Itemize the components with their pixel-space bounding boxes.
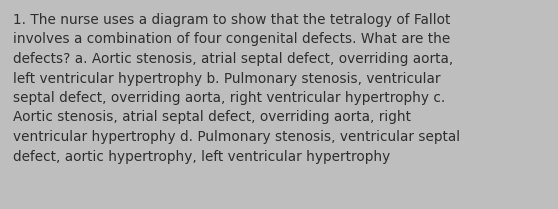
- Text: 1. The nurse uses a diagram to show that the tetralogy of Fallot
involves a comb: 1. The nurse uses a diagram to show that…: [13, 13, 460, 163]
